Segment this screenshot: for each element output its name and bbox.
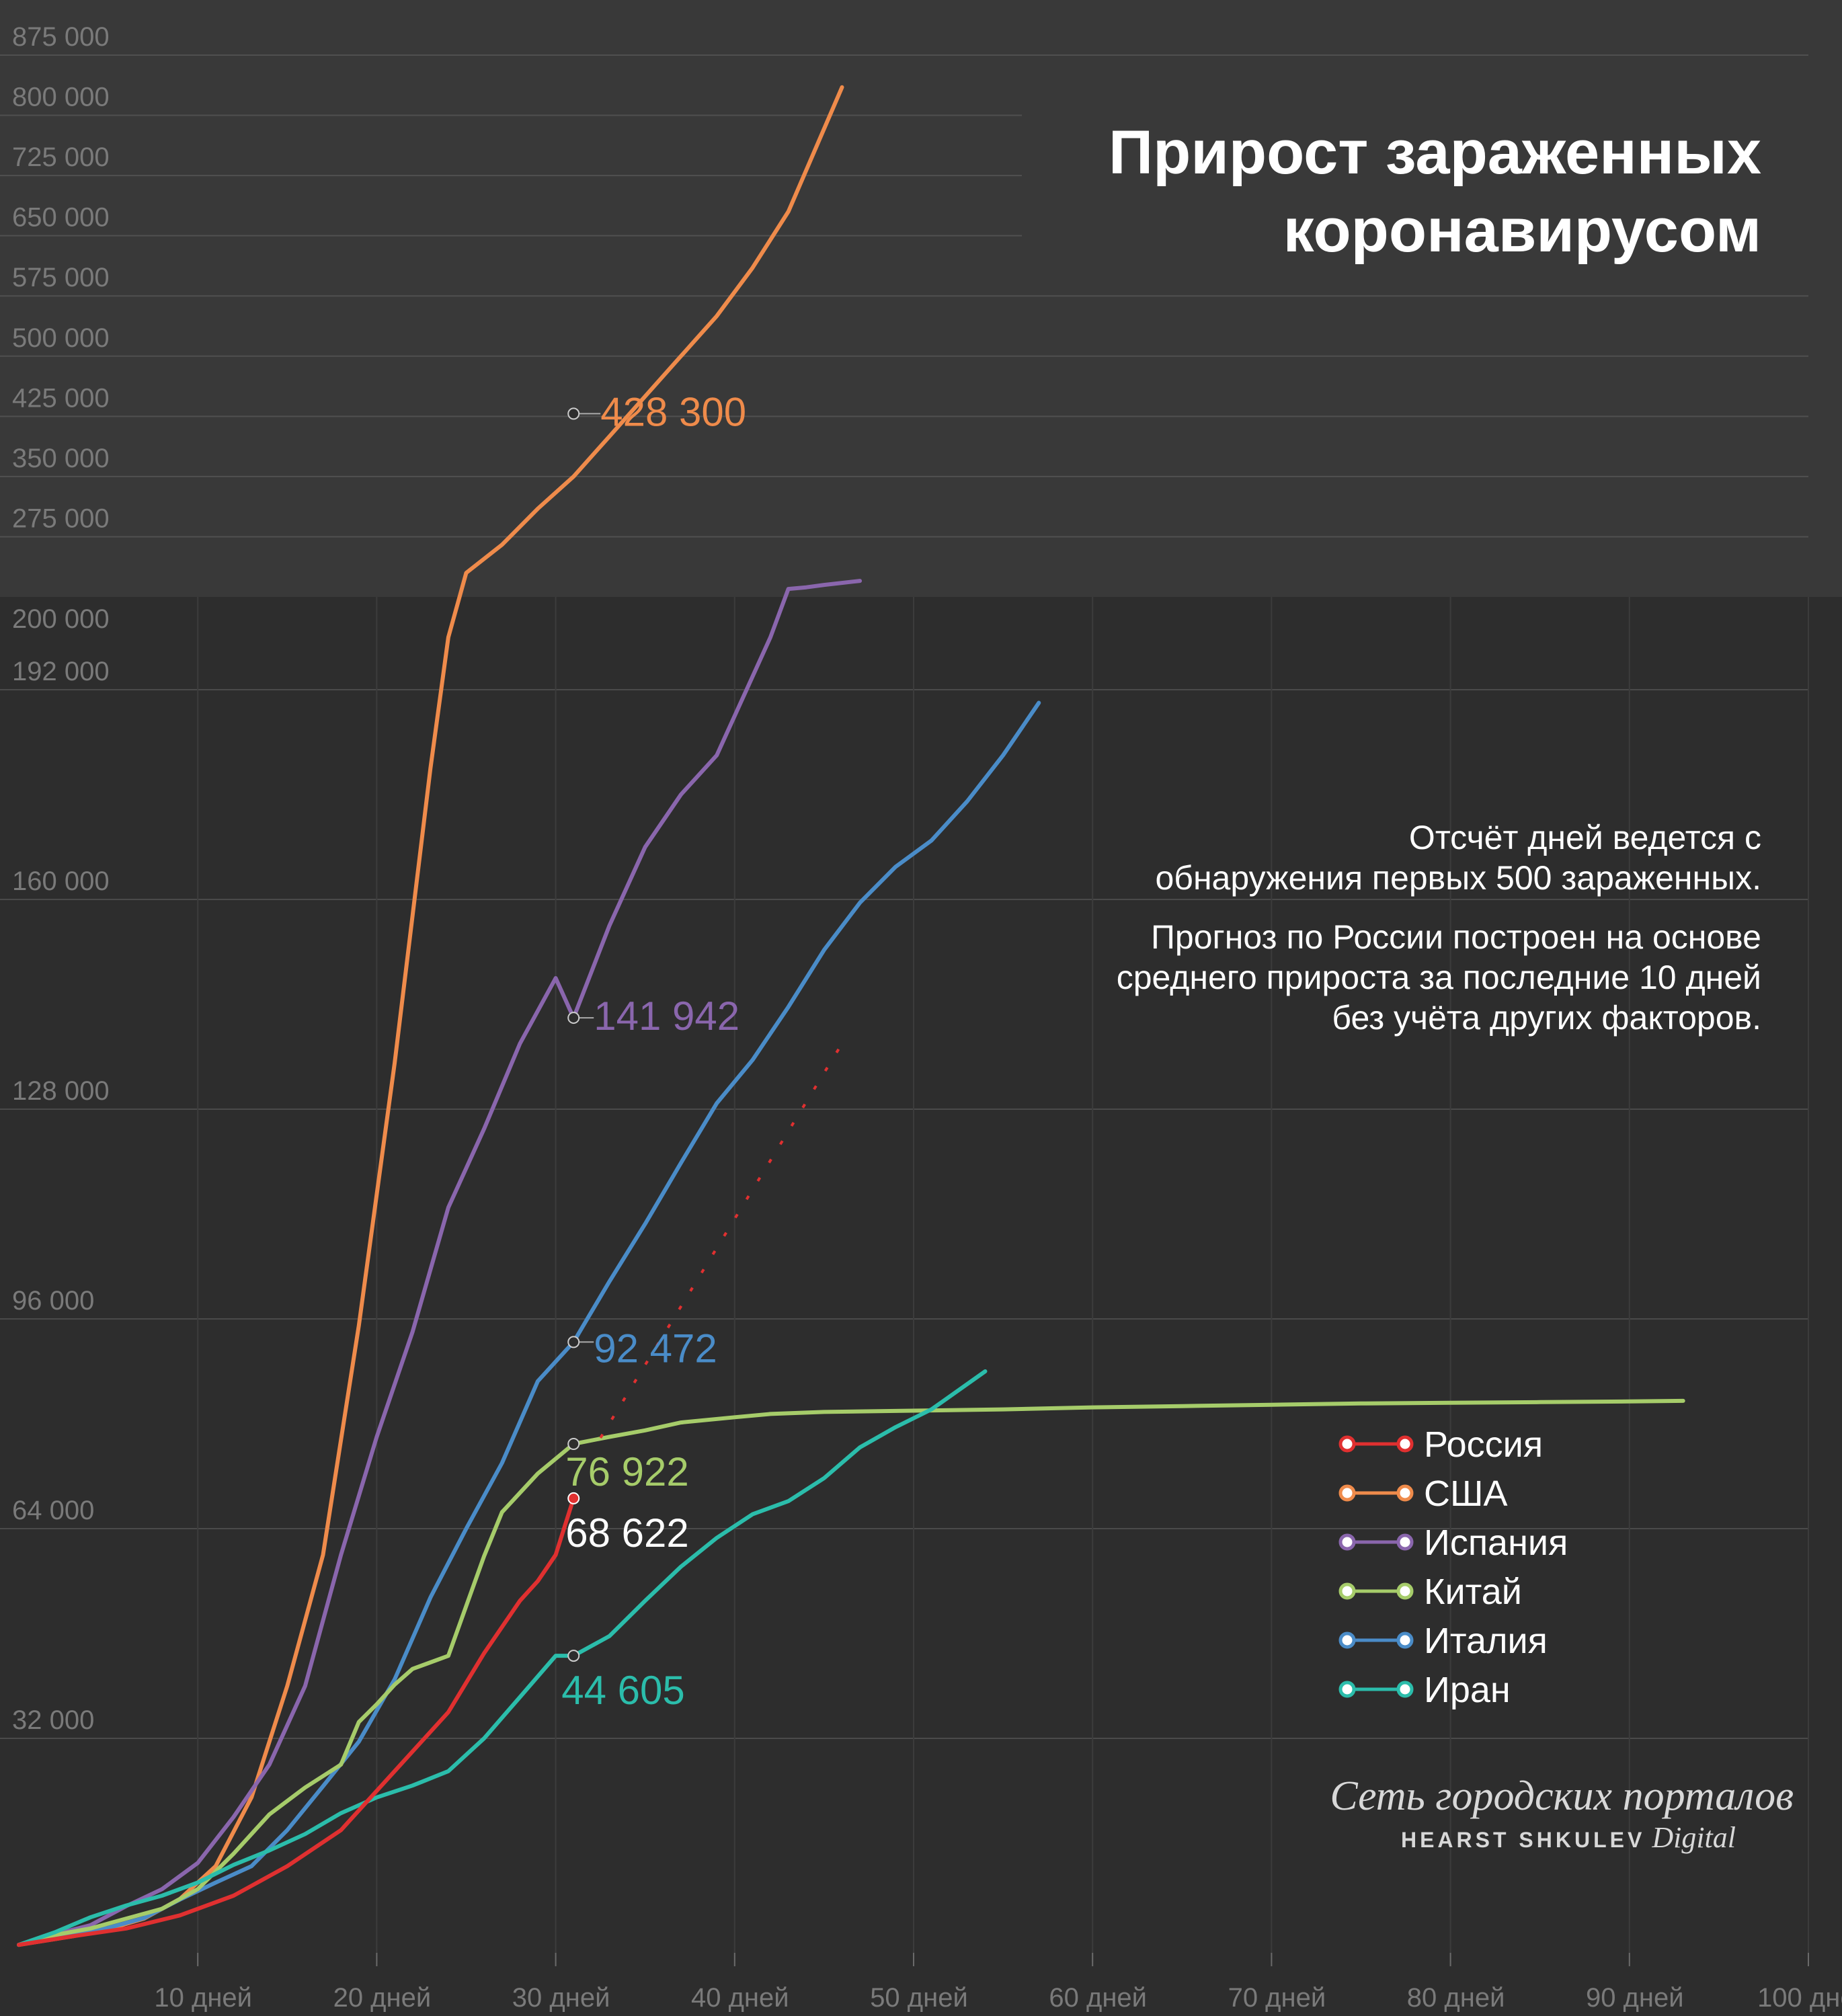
x-tick-label: 100 дней: [1757, 1983, 1842, 2013]
chart-title: Прирост зараженных коронавирусом: [1109, 118, 1761, 265]
title-line: коронавирусом: [1283, 196, 1761, 265]
branding: Сеть городских порталов HEARST SHKULEV Di…: [1330, 1773, 1794, 1854]
y-tick-label: 800 000: [12, 83, 110, 112]
x-tick-label: 60 дней: [1049, 1983, 1147, 2013]
note-line: Прогноз по России построен на основе: [1151, 918, 1761, 956]
legend-item-испания: Испания: [1338, 1523, 1568, 1563]
data-label-сша: 428 300: [600, 389, 746, 434]
note-line: обнаружения первых 500 зараженных.: [1156, 859, 1762, 897]
legend-label: Россия: [1424, 1424, 1543, 1465]
series-labels: 428 300 141 942 92 472 76 922 44 605 68 622: [561, 389, 746, 1713]
legend-item-италия: Италия: [1338, 1621, 1548, 1661]
legend-swatch-dot: [1396, 1533, 1414, 1551]
y-tick-label: 350 000: [12, 444, 110, 473]
lower-panel: [0, 597, 1842, 2016]
y-tick-label: 875 000: [12, 22, 110, 52]
x-axis-ticks: 10 дней 20 дней 30 дней 40 дней 50 дней 60 дн…: [154, 1953, 1842, 2013]
legend-label: Италия: [1424, 1621, 1548, 1661]
legend-label: Иран: [1424, 1670, 1511, 1710]
y-tick-label: 128 000: [12, 1076, 110, 1106]
x-tick-label: 40 дней: [691, 1983, 789, 2013]
series-line-китай: [17, 1398, 1685, 1947]
x-tick-label: 90 дней: [1586, 1983, 1684, 2013]
brand-line2: HEARST SHKULEV: [1401, 1828, 1645, 1852]
label-marker-сша: [567, 407, 580, 420]
legend-swatch-dot: [1338, 1484, 1356, 1502]
data-label-италия: 92 472: [594, 1326, 717, 1371]
data-label-россия: 68 622: [565, 1510, 689, 1556]
legend: Россия США Испания Китай Италия Иран: [1338, 1424, 1568, 1710]
grid: [0, 54, 1809, 1962]
legend-label: США: [1424, 1474, 1508, 1514]
series-lines: [17, 85, 1685, 1947]
brand-line3: Digital: [1651, 1821, 1736, 1854]
legend-swatch-dot: [1338, 1533, 1356, 1551]
legend-swatch-dot: [1338, 1582, 1356, 1600]
data-label-иран: 44 605: [561, 1668, 685, 1713]
legend-swatch-dot: [1396, 1631, 1414, 1649]
note-line: среднего прироста за последние 10 дней: [1117, 959, 1761, 996]
label-marker-испания: [567, 1012, 580, 1024]
legend-item-китай: Китай: [1338, 1572, 1522, 1612]
legend-swatch-dot: [1396, 1681, 1414, 1698]
x-tick-label: 70 дней: [1228, 1983, 1326, 2013]
x-tick-label: 50 дней: [870, 1983, 968, 2013]
brand-line2-3: HEARST SHKULEV Digital: [1401, 1821, 1736, 1854]
legend-item-сша: США: [1338, 1474, 1508, 1514]
legend-swatch-dot: [1396, 1484, 1414, 1502]
series-line-испания: [17, 579, 863, 1947]
legend-swatch-dot: [1396, 1582, 1414, 1600]
data-label-китай: 76 922: [565, 1449, 689, 1494]
data-label-испания: 141 942: [594, 994, 739, 1039]
label-marker-италия: [567, 1336, 580, 1348]
y-tick-label: 192 000: [12, 657, 110, 686]
x-tick-label: 80 дней: [1407, 1983, 1505, 2013]
y-tick-label: 32 000: [12, 1705, 94, 1735]
x-tick-label: 10 дней: [154, 1983, 252, 2013]
series-line-россия: [17, 1496, 576, 1947]
legend-item-иран: Иран: [1338, 1670, 1511, 1710]
y-tick-label: 200 000: [12, 604, 110, 634]
legend-swatch-dot: [1338, 1631, 1356, 1649]
note-line: без учёта других факторов.: [1332, 999, 1761, 1037]
y-axis-ticks: 32 000 64 000 96 000 128 000 160 000 192 000 2…: [12, 22, 110, 1735]
y-tick-label: 650 000: [12, 203, 110, 233]
y-tick-label: 275 000: [12, 503, 110, 533]
brand-line1: Сеть городских порталов: [1330, 1773, 1794, 1819]
y-tick-label: 575 000: [12, 263, 110, 292]
legend-swatch-dot: [1396, 1435, 1414, 1453]
y-tick-label: 64 000: [12, 1496, 94, 1525]
x-tick-label: 20 дней: [333, 1983, 432, 2013]
legend-swatch-dot: [1338, 1681, 1356, 1698]
y-tick-label: 96 000: [12, 1286, 94, 1316]
title-line: Прирост зараженных: [1109, 118, 1761, 187]
label-marker-россия: [567, 1492, 580, 1504]
legend-label: Китай: [1424, 1572, 1522, 1612]
series-line-иран: [17, 1369, 988, 1947]
legend-item-россия: Россия: [1338, 1424, 1543, 1465]
upper-panel: [0, 0, 1842, 597]
x-tick-label: 30 дней: [512, 1983, 610, 2013]
note-line: Отсчёт дней ведется с: [1409, 819, 1761, 856]
series-line-италия: [17, 700, 1041, 1947]
label-marker-китай: [567, 1438, 580, 1451]
label-marker-иран: [567, 1650, 580, 1662]
y-tick-label: 500 000: [12, 323, 110, 353]
y-tick-label: 725 000: [12, 143, 110, 172]
y-tick-label: 160 000: [12, 866, 110, 896]
legend-label: Испания: [1424, 1523, 1568, 1563]
y-tick-label: 425 000: [12, 383, 110, 413]
legend-swatch-dot: [1338, 1435, 1356, 1453]
